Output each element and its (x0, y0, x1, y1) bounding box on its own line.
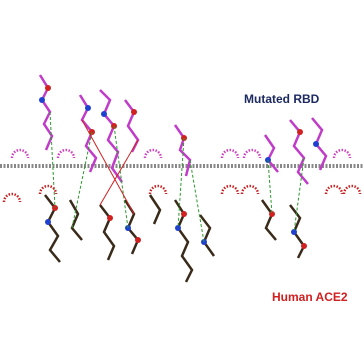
rbd-label: Mutated RBD (244, 92, 320, 106)
ace2-label: Human ACE2 (272, 290, 348, 304)
diagram: Mutated RBD Human ACE2 (0, 0, 364, 344)
